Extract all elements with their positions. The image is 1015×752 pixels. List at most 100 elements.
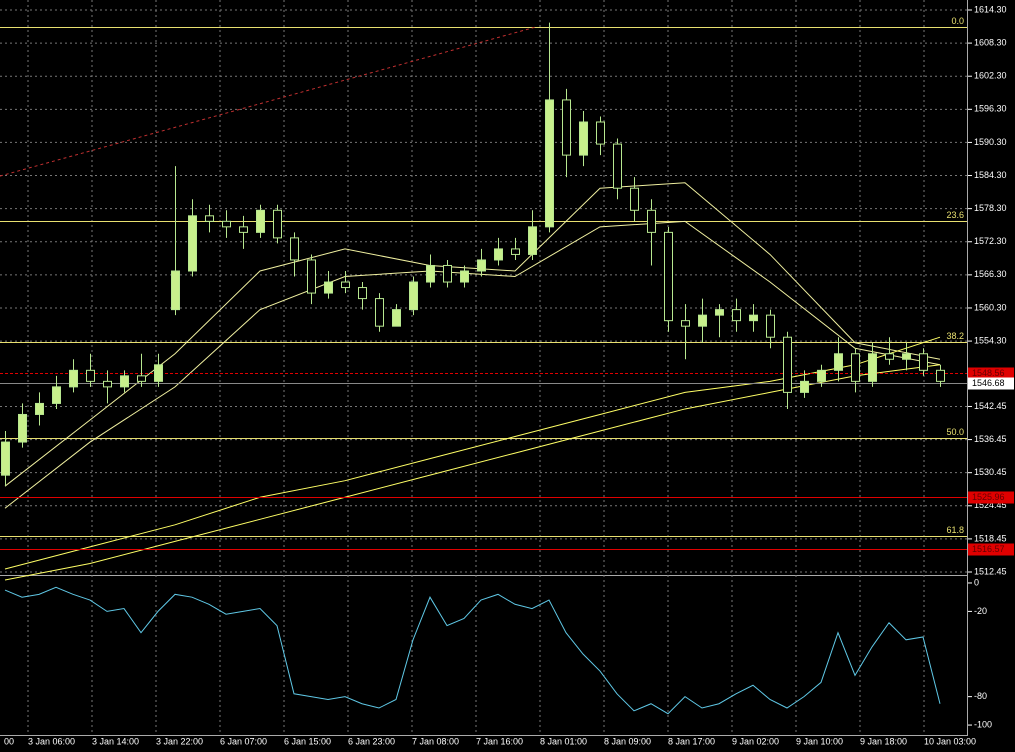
candle-body <box>18 413 27 443</box>
y-tick-label: 1590.30 <box>974 137 1007 147</box>
candle-body <box>188 215 197 272</box>
candle-body <box>137 375 146 382</box>
candle-body <box>35 402 44 415</box>
price-label-box <box>968 543 1014 556</box>
x-tick-label: 3 Jan 06:00 <box>28 736 75 746</box>
candle-body <box>358 287 367 300</box>
candle-body <box>749 314 758 322</box>
candle-body <box>460 270 469 283</box>
candle-body <box>885 353 894 360</box>
x-tick-label: 9 Jan 10:00 <box>796 736 843 746</box>
x-tick-label: 3 Jan 22:00 <box>156 736 203 746</box>
candle-body <box>52 386 61 404</box>
candle-body <box>103 380 112 388</box>
y-tick-label: 0 <box>974 577 979 587</box>
fib-label: 61.8 <box>946 525 964 535</box>
candle-body <box>562 99 571 156</box>
y-tick-label: 1608.30 <box>974 37 1007 47</box>
x-tick-label: 9 Jan 18:00 <box>860 736 907 746</box>
y-tick-label: 1566.30 <box>974 269 1007 279</box>
x-tick-label: 7 Jan 16:00 <box>476 736 523 746</box>
price-label: 1548.56 <box>972 368 1005 378</box>
candle-body <box>800 380 809 393</box>
y-tick-label: 1614.30 <box>974 4 1007 14</box>
y-tick-label: -20 <box>974 606 987 616</box>
y-tick-label: -100 <box>974 719 992 729</box>
candle-body <box>579 121 588 156</box>
x-tick-label: 00 <box>4 736 14 746</box>
candle-body <box>766 314 775 338</box>
fib-label: 23.6 <box>946 210 964 220</box>
fib-label: 50.0 <box>946 427 964 437</box>
x-tick-label: 8 Jan 09:00 <box>604 736 651 746</box>
candle-body <box>307 259 316 294</box>
candle-body <box>783 336 792 393</box>
candle-body <box>834 353 843 371</box>
candle-body <box>426 264 435 283</box>
candle-body <box>205 215 214 222</box>
candle-body <box>324 281 333 294</box>
candle-body <box>936 369 945 382</box>
current-price-box <box>968 377 1014 390</box>
fib-label: 38.2 <box>946 331 964 341</box>
candle-body <box>392 309 401 327</box>
candle-body <box>596 121 605 145</box>
x-tick-label: 10 Jan 03:00 <box>924 736 976 746</box>
candle-body <box>647 209 656 233</box>
candle-body <box>732 309 741 322</box>
candle-body <box>256 209 265 233</box>
candle-body <box>222 220 231 228</box>
y-tick-label: 1530.45 <box>974 467 1007 477</box>
y-tick-label: 1596.30 <box>974 104 1007 114</box>
price-label-box <box>968 367 1014 380</box>
y-tick-label: 1524.45 <box>974 500 1007 510</box>
candle-body <box>443 264 452 283</box>
indicator-line <box>4 586 941 715</box>
y-tick-label: 1518.45 <box>974 533 1007 543</box>
candle-body <box>1 441 10 476</box>
y-tick-label: 1542.45 <box>974 401 1007 411</box>
candle-body <box>239 226 248 233</box>
y-tick-label: 1578.30 <box>974 203 1007 213</box>
candle-body <box>919 353 928 371</box>
y-tick-label: 1584.30 <box>974 170 1007 180</box>
current-price-label: 1546.68 <box>972 378 1005 388</box>
y-tick-label: 1554.30 <box>974 335 1007 345</box>
candle-body <box>171 270 180 311</box>
candle-body <box>681 320 690 327</box>
y-tick-label: 1512.45 <box>974 566 1007 576</box>
candle-body <box>86 369 95 382</box>
y-tick-label: 1572.30 <box>974 236 1007 246</box>
candle-body <box>698 314 707 327</box>
x-tick-label: 7 Jan 08:00 <box>412 736 459 746</box>
candle-body <box>664 231 673 322</box>
candle-body <box>851 353 860 382</box>
candle-body <box>868 353 877 382</box>
x-tick-label: 9 Jan 02:00 <box>732 736 779 746</box>
x-tick-label: 8 Jan 01:00 <box>540 736 587 746</box>
candle-body <box>120 375 129 388</box>
candle-body <box>273 209 282 239</box>
candle-body <box>290 237 299 261</box>
candle-body <box>528 226 537 255</box>
y-tick-label: -80 <box>974 691 987 701</box>
y-tick-label: 1560.30 <box>974 302 1007 312</box>
trendline <box>0 26 536 177</box>
moving-average <box>4 220 941 509</box>
y-tick-label: 1602.30 <box>974 71 1007 81</box>
candle-body <box>630 187 639 211</box>
price-label-box <box>968 491 1014 504</box>
candle-body <box>409 281 418 311</box>
candle-body <box>477 259 486 272</box>
candle-body <box>375 298 384 327</box>
candle-body <box>511 248 520 255</box>
candle-body <box>494 248 503 261</box>
y-tick-label: 1536.45 <box>974 434 1007 444</box>
candle-body <box>69 369 78 388</box>
candle-body <box>154 364 163 382</box>
x-tick-label: 6 Jan 23:00 <box>348 736 395 746</box>
candle-body <box>715 309 724 316</box>
x-tick-label: 6 Jan 07:00 <box>220 736 267 746</box>
